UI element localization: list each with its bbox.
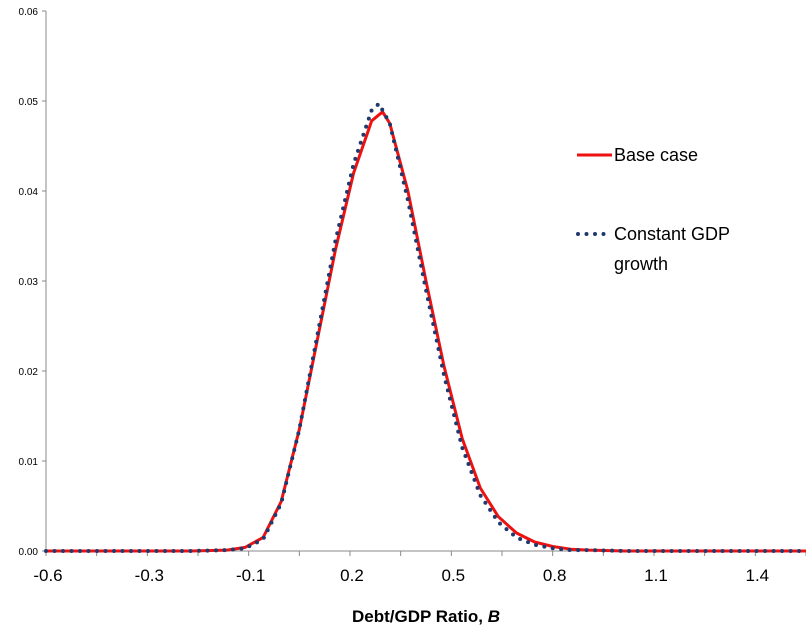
x-tick-label: 0.8 [543, 566, 567, 585]
x-axis-title: Debt/GDP Ratio, B [352, 607, 500, 626]
x-axis: -0.6 -0.3 -0.1 0.2 0.5 0.8 1.1 1.4 [33, 550, 806, 585]
y-tick-label: 0.05 [19, 97, 39, 108]
x-tick-label: 1.1 [644, 566, 668, 585]
legend-label-line: growth [614, 254, 668, 274]
legend: Base case Constant GDP growth [576, 145, 730, 274]
y-axis: 0.00 0.01 0.02 0.03 0.04 0.05 0.06 [19, 7, 47, 558]
series-line-base-case [46, 110, 806, 553]
x-tick-label: -0.1 [236, 566, 265, 585]
y-tick-label: 0.02 [19, 367, 39, 378]
x-tick-label: 0.2 [340, 566, 364, 585]
legend-label-line: Constant GDP [614, 224, 730, 244]
y-tick-label: 0.03 [19, 277, 39, 288]
x-tick-label: -0.6 [33, 566, 62, 585]
series-line-constant-gdp-growth [44, 100, 806, 553]
series-layer [44, 100, 806, 553]
y-tick-label: 0.06 [19, 7, 39, 18]
y-tick-label: 0.00 [19, 547, 39, 558]
legend-label-constant-gdp-growth: Constant GDP growth [614, 224, 730, 274]
y-tick-label: 0.01 [19, 457, 39, 468]
x-tick-label: 0.5 [442, 566, 466, 585]
legend-label-base-case: Base case [614, 145, 698, 165]
y-tick-label: 0.04 [19, 187, 39, 198]
x-tick-label: 1.4 [746, 566, 770, 585]
x-tick-label: -0.3 [135, 566, 164, 585]
x-axis-title-variable: B [488, 607, 500, 626]
x-axis-title-text: Debt/GDP Ratio, [352, 607, 488, 626]
